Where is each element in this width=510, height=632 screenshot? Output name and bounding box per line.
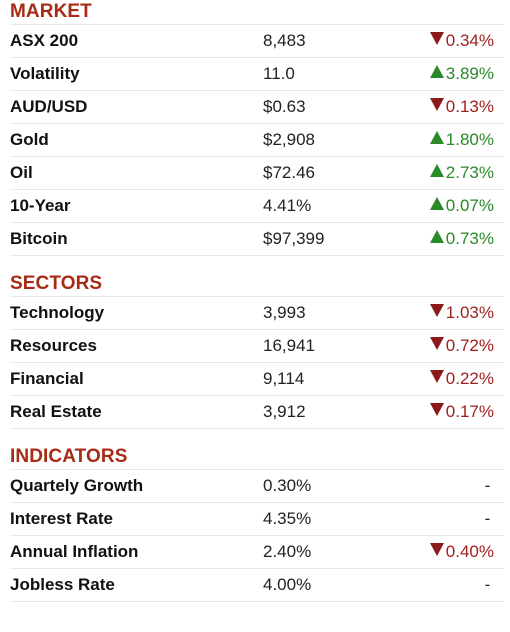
table-row: Annual Inflation 2.40% 0.40% [10,536,504,569]
table-row: Real Estate 3,912 0.17% [10,396,504,429]
table-row: Jobless Rate 4.00% - [10,569,504,602]
change-text: 0.07% [445,196,494,215]
row-label: 10-Year [10,196,71,215]
table-row: Resources 16,941 0.72% [10,330,504,363]
change-text: 0.13% [445,97,494,116]
row-value: 4.00% [263,575,312,594]
row-change: 0.72% [413,336,504,356]
change-text: 1.03% [445,303,494,322]
row-label: Oil [10,163,33,182]
row-change: 2.73% [413,163,504,183]
row-value: 2.40% [263,542,312,561]
row-change: 3.89% [413,64,504,84]
up-arrow-icon [429,65,444,78]
change-text: 2.73% [445,163,494,182]
sectors-section: SECTORS Technology 3,993 1.03% Resources… [10,272,504,429]
row-change: 0.13% [413,97,504,117]
table-row: Oil $72.46 2.73% [10,157,504,190]
table-row: 10-Year 4.41% 0.07% [10,190,504,223]
table-row: ASX 200 8,483 0.34% [10,25,504,58]
row-change: 0.73% [413,229,504,249]
row-label: Interest Rate [10,509,113,528]
row-label: Technology [10,303,105,322]
row-label: Resources [10,336,97,355]
down-arrow-icon [429,543,444,556]
row-value: 3,993 [263,303,306,322]
up-arrow-icon [429,197,444,210]
row-label: Quartely Growth [10,476,144,495]
row-value: $0.63 [263,97,306,116]
change-text: 0.40% [445,542,494,561]
table-row: Financial 9,114 0.22% [10,363,504,396]
row-label: Jobless Rate [10,575,115,594]
down-arrow-icon [429,304,444,317]
row-value: 16,941 [263,336,315,355]
indicators-section-title: INDICATORS [10,445,504,470]
market-section: MARKET ASX 200 8,483 0.34% Volatility 11… [10,0,504,256]
indicators-section: INDICATORS Quartely Growth 0.30% - Inter… [10,445,504,602]
down-arrow-icon [429,403,444,416]
change-text: 0.72% [445,336,494,355]
down-arrow-icon [429,32,444,45]
market-section-title: MARKET [10,0,504,25]
table-row: AUD/USD $0.63 0.13% [10,91,504,124]
row-label: Financial [10,369,84,388]
row-label: Volatility [10,64,80,83]
row-change: - [484,575,491,594]
row-change: - [484,509,491,528]
row-change: 1.03% [413,303,504,323]
sectors-section-title: SECTORS [10,272,504,297]
row-change: 0.07% [413,196,504,216]
change-text: 0.17% [445,402,494,421]
up-arrow-icon [429,230,444,243]
row-label: Real Estate [10,402,102,421]
row-value: 0.30% [263,476,312,495]
row-change: 0.22% [413,369,504,389]
row-change: 0.17% [413,402,504,422]
row-value: $97,399 [263,229,325,248]
row-label: ASX 200 [10,31,79,50]
row-label: Annual Inflation [10,542,139,561]
row-value: $2,908 [263,130,315,149]
change-text: 3.89% [445,64,494,83]
change-text: 0.73% [445,229,494,248]
row-value: 11.0 [263,64,295,83]
row-label: Gold [10,130,49,149]
row-value: $72.46 [263,163,315,182]
row-value: 8,483 [263,31,306,50]
row-change: 1.80% [413,130,504,150]
down-arrow-icon [429,370,444,383]
change-text: 1.80% [445,130,494,149]
down-arrow-icon [429,98,444,111]
row-label: Bitcoin [10,229,68,248]
change-text: 0.34% [445,31,494,50]
row-value: 4.35% [263,509,312,528]
row-change: 0.40% [413,542,504,562]
row-value: 3,912 [263,402,306,421]
table-row: Gold $2,908 1.80% [10,124,504,157]
row-change: - [484,476,491,495]
table-row: Volatility 11.0 3.89% [10,58,504,91]
row-change: 0.34% [413,31,504,51]
up-arrow-icon [429,131,444,144]
row-value: 4.41% [263,196,312,215]
row-label: AUD/USD [10,97,88,116]
table-row: Bitcoin $97,399 0.73% [10,223,504,256]
down-arrow-icon [429,337,444,350]
table-row: Interest Rate 4.35% - [10,503,504,536]
table-row: Quartely Growth 0.30% - [10,470,504,503]
up-arrow-icon [429,164,444,177]
row-value: 9,114 [263,369,305,388]
change-text: 0.22% [445,369,494,388]
table-row: Technology 3,993 1.03% [10,297,504,330]
